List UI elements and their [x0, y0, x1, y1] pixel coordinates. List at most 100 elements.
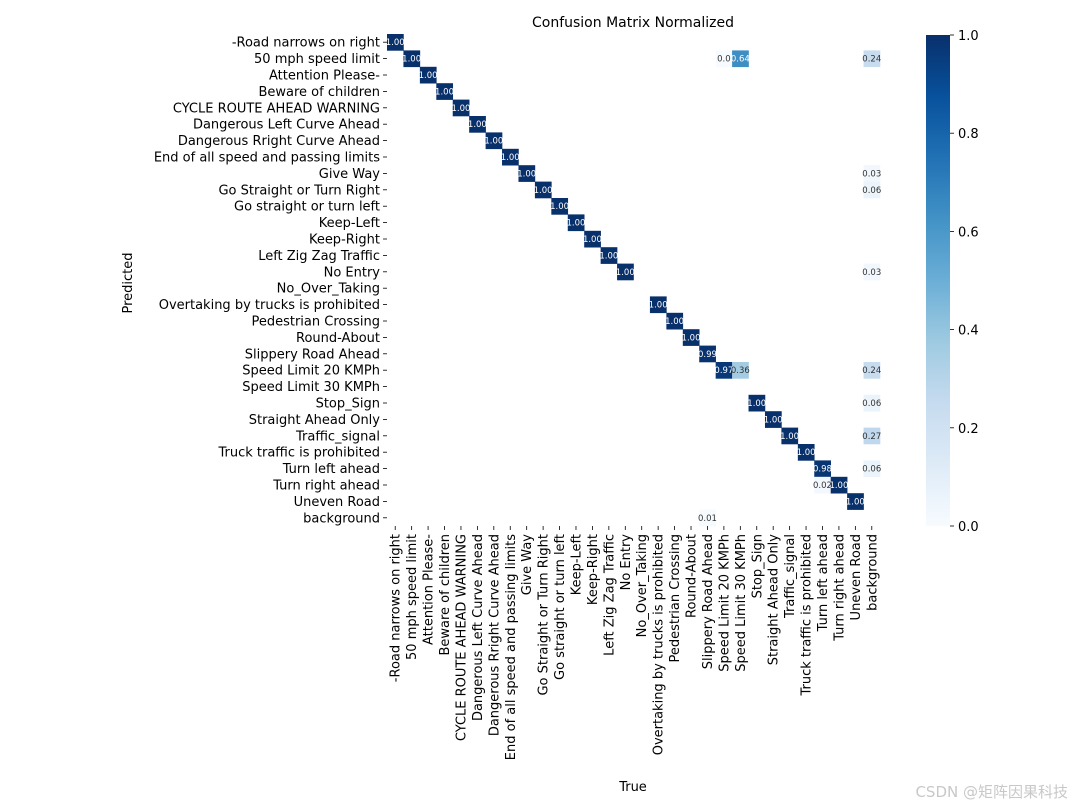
cell-value-label: 1.00 [846, 497, 865, 507]
x-tick-label: No_Over_Taking [635, 534, 650, 637]
heatmap-cell [863, 263, 881, 281]
y-tick-label: Turn left ahead [282, 462, 380, 477]
heatmap-cell [863, 50, 881, 68]
heatmap-cell [814, 476, 831, 494]
y-tick-label: 50 mph speed limit [254, 52, 380, 67]
y-axis-label: Predicted [121, 252, 136, 313]
x-tick-label: CYCLE ROUTE AHEAD WARNING [454, 534, 469, 741]
heatmap-cell [699, 509, 716, 527]
heatmap-cell [863, 165, 881, 182]
x-tick-label: Speed Limit 30 KMPh [734, 534, 749, 672]
heatmap-cell [699, 345, 716, 363]
heatmap-cell [682, 329, 700, 346]
cell-value-label: 0.06 [862, 399, 881, 409]
heatmap-cell [863, 394, 881, 412]
x-tick-label: Dangerous Left Curve Ahead [471, 534, 486, 721]
heatmap-cell [732, 50, 749, 68]
colorbar-tick-label: 0.0 [958, 520, 979, 535]
heatmap-cell [863, 362, 881, 379]
x-tick-label: No Entry [619, 534, 634, 591]
y-tick-label: Turn right ahead [272, 479, 380, 494]
x-tick-label: Go straight or turn left [553, 534, 568, 680]
cell-value-label: 1.00 [501, 153, 520, 163]
x-tick-label: Go Straight or Turn Right [537, 534, 552, 696]
cell-value-label: 0.03 [862, 268, 881, 278]
x-tick-label: Uneven Road [849, 534, 864, 620]
heatmap-cells: 1.00 1.00 0.0 0.64 0.24 1.00 1.00 1.00 1.00 1.00 1… [386, 34, 881, 527]
heatmap-cell [584, 230, 601, 248]
cell-value-label: 1.00 [567, 219, 586, 229]
heatmap-cell [436, 83, 454, 100]
chart-title: Confusion Matrix Normalized [532, 15, 734, 31]
y-tick-label: Left Zig Zag Traffic [258, 249, 380, 264]
x-tick-label: Stop_Sign [750, 534, 765, 598]
heatmap-cell [419, 66, 437, 84]
heatmap-cell [863, 427, 881, 445]
heatmap-cell [567, 214, 585, 232]
y-tick-label: Keep-Left [319, 216, 380, 231]
colorbar-tick-label: 0.4 [958, 324, 979, 339]
y-tick-label: Truck traffic is prohibited [217, 446, 380, 461]
colorbar-tick-label: 0.8 [958, 127, 979, 142]
cell-value-label: 0.24 [862, 55, 881, 65]
cell-value-label: 0.0 [717, 55, 731, 65]
y-tick-label: Speed Limit 20 KMPh [242, 364, 380, 379]
x-tick-label: Slippery Road Ahead [701, 534, 716, 669]
heatmap-cell [534, 181, 552, 199]
y-tick-label: Go straight or turn left [234, 200, 380, 215]
heatmap-cell [715, 50, 733, 68]
x-axis-label: True [618, 780, 647, 795]
colorbar: 0.0 0.2 0.4 0.6 0.8 1.0 [926, 29, 979, 535]
cell-value-label: 1.00 [665, 317, 684, 327]
x-tick-label: Truck traffic is prohibited [800, 534, 815, 697]
cell-value-label: 1.00 [451, 104, 470, 114]
x-tick-label: Beware of children [438, 534, 453, 656]
watermark: CSDN @矩阵因果科技 [915, 783, 1068, 801]
y-tick-label: No Entry [324, 265, 381, 280]
x-tick-label: Overtaking by trucks is prohibited [652, 534, 667, 755]
y-tick-label: Pedestrian Crossing [251, 315, 380, 330]
y-tick-label: Give Way [319, 167, 380, 182]
heatmap-cell [518, 165, 536, 182]
heatmap-cell [863, 460, 881, 478]
cell-value-label: 0.98 [813, 465, 832, 475]
cell-value-label: 1.00 [419, 71, 438, 81]
x-tick-label: Turn left ahead [816, 534, 831, 632]
y-tick-label: Dangerous Left Curve Ahead [193, 118, 380, 133]
cell-value-label: 1.00 [829, 481, 848, 491]
cell-value-label: 1.00 [649, 301, 668, 311]
y-tick-label: Stop_Sign [316, 397, 380, 412]
heatmap-cell [551, 198, 569, 215]
cell-value-label: 1.00 [386, 38, 405, 48]
x-tick-label: Round-About [685, 534, 700, 618]
heatmap-cell [781, 427, 799, 445]
colorbar-tick-label: 0.6 [958, 225, 979, 240]
y-tick-label: Uneven Road [294, 495, 380, 510]
y-tick-label: Overtaking by trucks is prohibited [159, 298, 380, 313]
cell-value-label: 0.01 [698, 514, 717, 524]
x-tick-label: Attention Please- [422, 534, 437, 645]
x-tick-label: 50 mph speed limit [405, 534, 420, 660]
heatmap-cell [830, 476, 848, 494]
x-tick-label: Left Zig Zag Traffic [602, 534, 617, 656]
x-tick-label: Straight Ahead Only [767, 534, 782, 666]
heatmap-cell [748, 394, 766, 412]
x-tick-label: Traffic_signal [783, 534, 798, 619]
heatmap-cell [863, 181, 881, 199]
y-tick-label: -Road narrows on right [232, 36, 380, 51]
heatmap-cell [666, 312, 684, 330]
cell-value-label: 1.00 [747, 399, 766, 409]
y-tick-label: Slippery Road Ahead [245, 347, 380, 362]
heatmap-cell [387, 34, 404, 51]
y-tick-label: End of all speed and passing limits [154, 151, 380, 166]
cell-value-label: 0.64 [731, 55, 750, 65]
cell-value-label: 0.02 [813, 481, 832, 491]
cell-value-label: 0.06 [862, 186, 881, 196]
x-tick-label: background [865, 534, 880, 611]
cell-value-label: 1.00 [517, 169, 536, 179]
heatmap-cell [715, 362, 733, 379]
cell-value-label: 1.00 [764, 415, 783, 425]
y-tick-label: Round-About [296, 331, 380, 346]
cell-value-label: 1.00 [616, 268, 635, 278]
